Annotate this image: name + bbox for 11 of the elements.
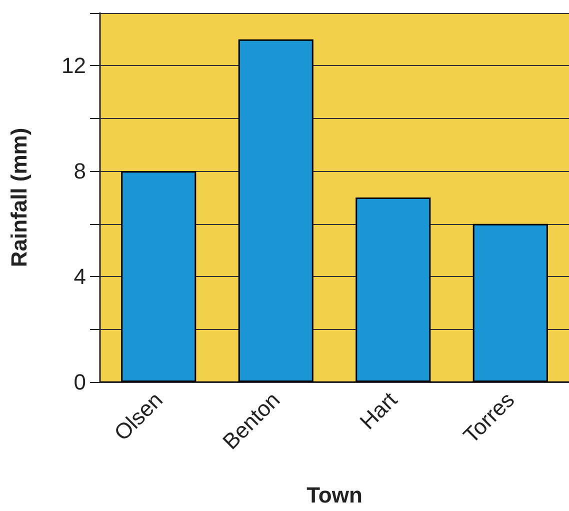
y-tick-label: 8 — [74, 158, 86, 184]
x-tick-label: Hart — [354, 387, 402, 434]
bar — [472, 224, 548, 382]
bar — [238, 39, 314, 382]
x-axis-title: Town — [306, 482, 362, 508]
y-tick-label: 4 — [74, 264, 86, 290]
y-axis-title: Rainfall (mm) — [6, 128, 32, 268]
y-tick-label: 0 — [74, 370, 86, 394]
bar — [356, 198, 431, 382]
y-tick-label: 12 — [62, 53, 86, 78]
bar — [121, 171, 196, 382]
